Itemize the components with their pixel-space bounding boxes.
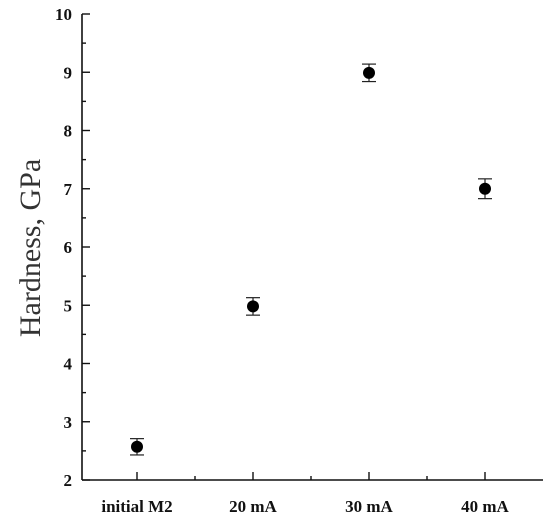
- x-axis-ticks: initial M2 20 mA 30 mA 40 mA: [101, 472, 510, 516]
- data-point-group: [478, 178, 492, 200]
- y-tick-label: 5: [64, 296, 73, 315]
- y-tick-label: 4: [64, 355, 73, 374]
- x-tick-label: 30 mA: [345, 497, 393, 516]
- y-tick-label: 8: [64, 122, 73, 141]
- data-point: [131, 440, 143, 453]
- y-tick-label: 2: [64, 471, 73, 490]
- x-tick-label: 40 mA: [461, 497, 509, 516]
- y-tick-label: 10: [55, 5, 72, 24]
- data-points: [130, 63, 492, 456]
- y-axis-ticks: 2 3 4 5 6 7 8 9 10: [55, 5, 90, 490]
- y-tick-label: 9: [64, 63, 73, 82]
- y-tick-label: 7: [64, 180, 73, 199]
- data-point-group: [362, 63, 376, 83]
- data-point-group: [130, 438, 144, 456]
- y-tick-label: 6: [64, 238, 73, 257]
- y-axis-title: Hardness, GPa: [14, 159, 47, 337]
- data-point-group: [246, 297, 260, 316]
- data-point: [479, 182, 491, 195]
- data-point: [247, 300, 259, 313]
- y-tick-label: 3: [64, 413, 73, 432]
- x-tick-label: initial M2: [101, 497, 172, 516]
- x-tick-label: 20 mA: [229, 497, 277, 516]
- axes: [81, 14, 543, 481]
- data-point: [363, 66, 375, 79]
